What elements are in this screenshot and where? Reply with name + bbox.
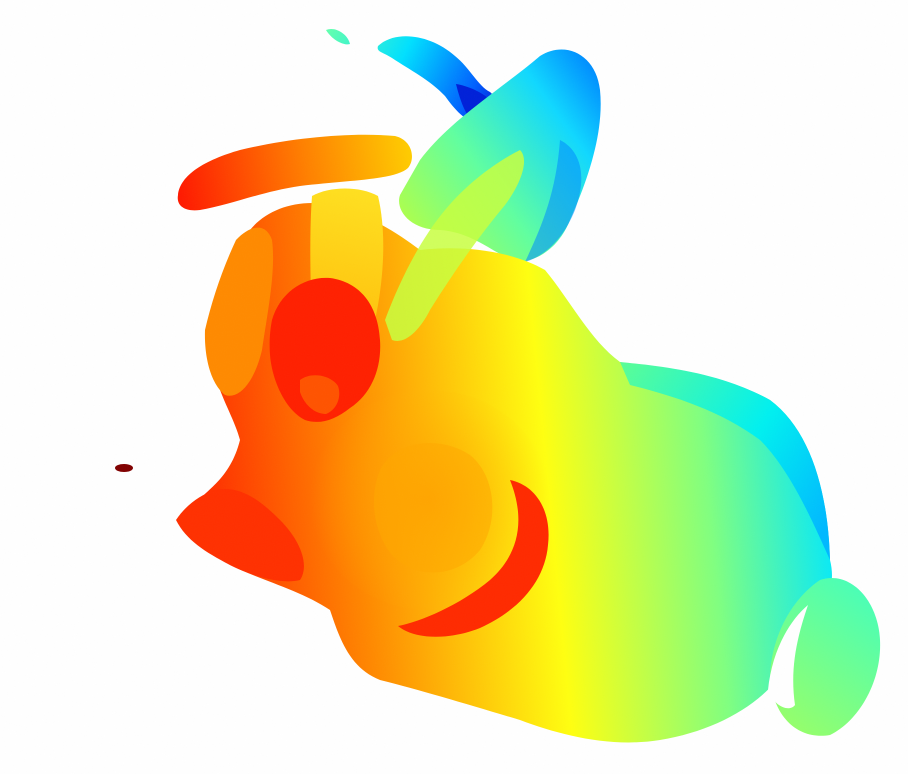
depth-render-svg xyxy=(0,0,908,774)
speckle-overlay xyxy=(0,0,908,774)
depth-render-canvas xyxy=(0,0,908,774)
